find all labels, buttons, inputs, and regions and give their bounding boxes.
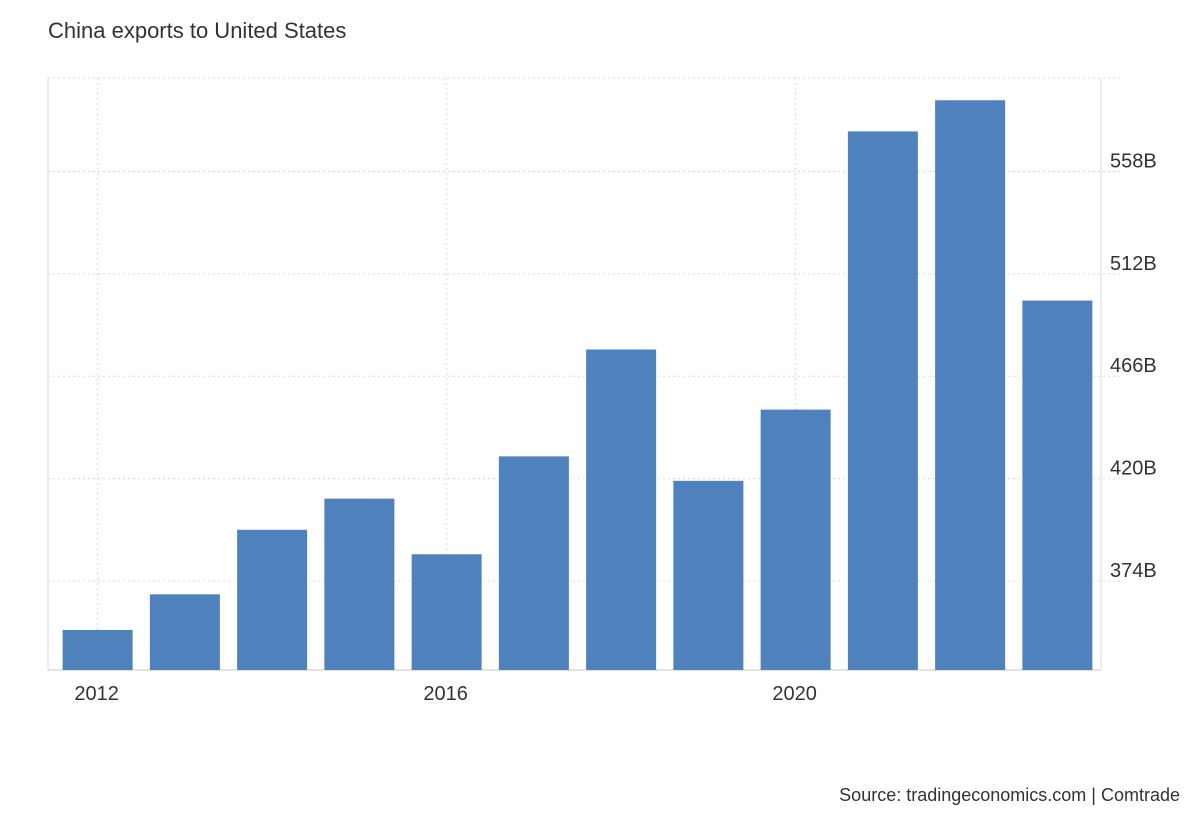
bar-2019 <box>673 480 744 670</box>
source-note: Source: tradingeconomics.com | Comtrade <box>839 785 1180 805</box>
bar-2016 <box>411 554 482 670</box>
y-tick-label: 466B <box>1110 355 1157 377</box>
x-tick-label: 2016 <box>423 683 468 705</box>
y-tick-label: 558B <box>1110 150 1157 172</box>
bar-2017 <box>498 456 569 670</box>
bar-2012 <box>62 629 133 670</box>
x-tick-label: 2012 <box>74 683 119 705</box>
bar-2015 <box>324 498 395 670</box>
bar-2014 <box>237 529 308 670</box>
bar-2018 <box>586 349 657 670</box>
chart-title: China exports to United States <box>48 18 347 43</box>
bar-2020 <box>760 409 831 670</box>
bar-2013 <box>149 594 220 670</box>
bar-2023 <box>1022 300 1093 670</box>
bar-2022 <box>935 100 1006 671</box>
y-tick-label: 512B <box>1110 253 1157 275</box>
bar-2021 <box>847 131 918 671</box>
y-tick-label: 374B <box>1110 560 1157 582</box>
x-tick-label: 2020 <box>772 683 817 705</box>
y-tick-label: 420B <box>1110 458 1157 480</box>
